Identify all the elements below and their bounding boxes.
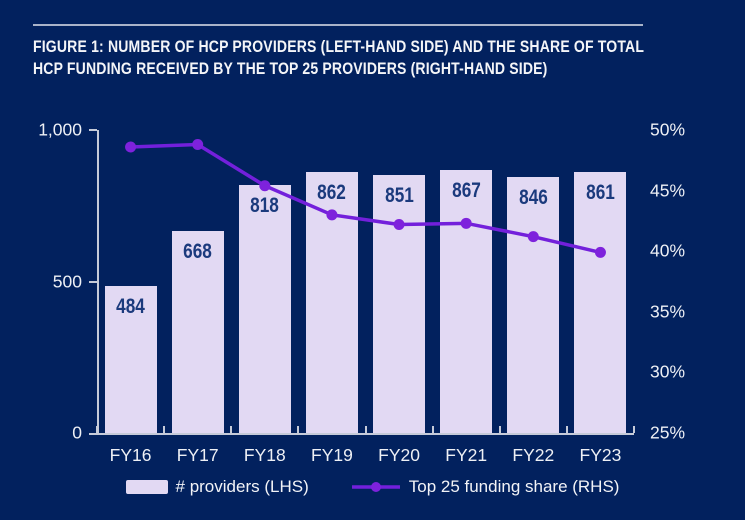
data-point-marker xyxy=(125,141,137,153)
bar-FY21: 867 xyxy=(440,170,493,433)
right-axis-tick-label: 30% xyxy=(650,361,686,382)
x-axis-tick xyxy=(297,426,300,433)
chart-legend: # providers (LHS) Top 25 funding share (… xyxy=(0,477,745,497)
bar-value-label: 867 xyxy=(451,179,481,203)
x-axis-label-FY22: FY22 xyxy=(512,445,555,465)
bar-value-label: 862 xyxy=(317,180,347,204)
bar-FY23: 861 xyxy=(574,172,627,433)
x-axis-tick xyxy=(230,426,233,433)
bar-value-label: 668 xyxy=(183,239,213,263)
bar-series-swatch xyxy=(125,480,168,494)
x-axis-label-FY21: FY21 xyxy=(445,445,488,465)
x-axis-tick xyxy=(96,426,98,433)
x-axis-tick xyxy=(498,426,501,433)
figure-title-line1: FIGURE 1: NUMBER OF HCP PROVIDERS (LEFT-… xyxy=(33,38,645,56)
legend-label-providers: # providers (LHS) xyxy=(175,477,309,496)
bar-value-label: 484 xyxy=(116,295,145,319)
right-axis-tick-label: 25% xyxy=(650,422,686,443)
x-axis-tick xyxy=(163,426,166,433)
x-axis-label-FY17: FY17 xyxy=(176,445,219,465)
right-axis-tick-label: 45% xyxy=(650,180,686,201)
bar-value-label: 818 xyxy=(250,194,280,218)
title-rule xyxy=(33,24,643,26)
bar-value-label: 851 xyxy=(384,184,414,208)
legend-label-funding-share: Top 25 funding share (RHS) xyxy=(408,477,620,496)
left-axis-line xyxy=(97,130,99,433)
data-point-marker xyxy=(192,139,204,151)
figure-title-line2: HCP FUNDING RECEIVED BY THE TOP 25 PROVI… xyxy=(33,60,548,78)
right-axis-tick-label: 35% xyxy=(650,301,686,322)
right-axis-tick-label: 50% xyxy=(650,119,686,140)
x-axis-line xyxy=(89,433,634,435)
bar-FY18: 818 xyxy=(238,185,291,433)
bar-FY17: 668 xyxy=(171,230,224,433)
figure-title: FIGURE 1: NUMBER OF HCP PROVIDERS (LEFT-… xyxy=(33,36,644,80)
bar-value-label: 861 xyxy=(586,181,615,205)
x-axis-tick xyxy=(565,426,568,433)
right-axis-tick-label: 40% xyxy=(650,240,686,261)
left-axis-tick-label: 0 xyxy=(72,422,82,443)
line-series-swatch xyxy=(351,482,400,492)
x-axis-label-FY18: FY18 xyxy=(243,445,286,465)
x-axis-label-FY16: FY16 xyxy=(109,445,152,465)
x-axis-label-FY20: FY20 xyxy=(378,445,420,465)
x-axis-label-FY23: FY23 xyxy=(579,445,622,465)
bar-FY20: 851 xyxy=(373,175,426,433)
left-axis-tick-label: 1,000 xyxy=(38,119,82,140)
left-axis-tick-label: 500 xyxy=(52,271,82,291)
bar-value-label: 846 xyxy=(518,185,548,209)
x-axis-tick xyxy=(431,426,434,433)
bar-FY19: 862 xyxy=(305,171,358,433)
bar-FY22: 846 xyxy=(507,176,560,433)
legend-item-funding-share: Top 25 funding share (RHS) xyxy=(351,477,620,497)
bar-FY16: 484 xyxy=(104,286,157,433)
x-axis-tick xyxy=(364,426,367,433)
x-axis-tick xyxy=(633,426,635,433)
x-axis-label-FY19: FY19 xyxy=(311,445,353,465)
left-axis-tick xyxy=(89,280,97,283)
left-axis-tick xyxy=(89,129,97,131)
legend-item-providers: # providers (LHS) xyxy=(125,477,309,497)
